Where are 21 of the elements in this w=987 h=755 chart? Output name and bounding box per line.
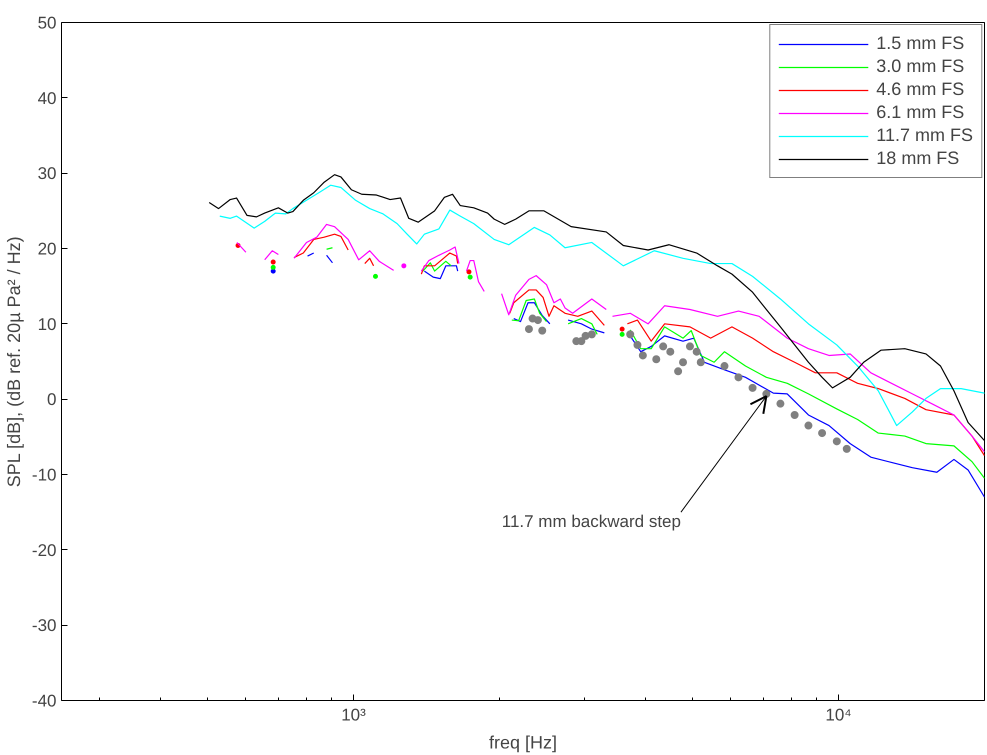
legend-label: 18 mm FS <box>876 148 960 169</box>
y-axis-title: SPL [dB], (dB ref. 20µ Pa² / Hz) <box>4 236 24 488</box>
legend-label: 3.0 mm FS <box>876 56 964 77</box>
legend-label: 6.1 mm FS <box>876 102 964 123</box>
x-tick-label: 10³ <box>341 706 366 724</box>
y-tick-label: 0 <box>47 390 57 410</box>
y-tick-label: -40 <box>32 692 57 710</box>
y-tick-label: 10 <box>38 314 57 334</box>
x-tick-label: 10⁴ <box>825 706 852 724</box>
x-axis-title: freq [Hz] <box>488 732 558 752</box>
annotation: 11.7 mm backward step <box>502 512 681 532</box>
legend-label: 1.5 mm FS <box>876 33 964 54</box>
y-tick-label: 40 <box>38 88 57 108</box>
y-tick-label: -10 <box>32 466 57 484</box>
y-tick-label: 20 <box>38 240 57 258</box>
y-tick-label: 50 <box>38 14 57 32</box>
y-tick-label: 30 <box>38 164 57 184</box>
y-tick-label: -30 <box>32 616 57 636</box>
legend-label: 11.7 mm FS <box>876 125 973 146</box>
legend-label: 4.6 mm FS <box>876 79 964 100</box>
y-tick-label: -20 <box>32 540 57 560</box>
